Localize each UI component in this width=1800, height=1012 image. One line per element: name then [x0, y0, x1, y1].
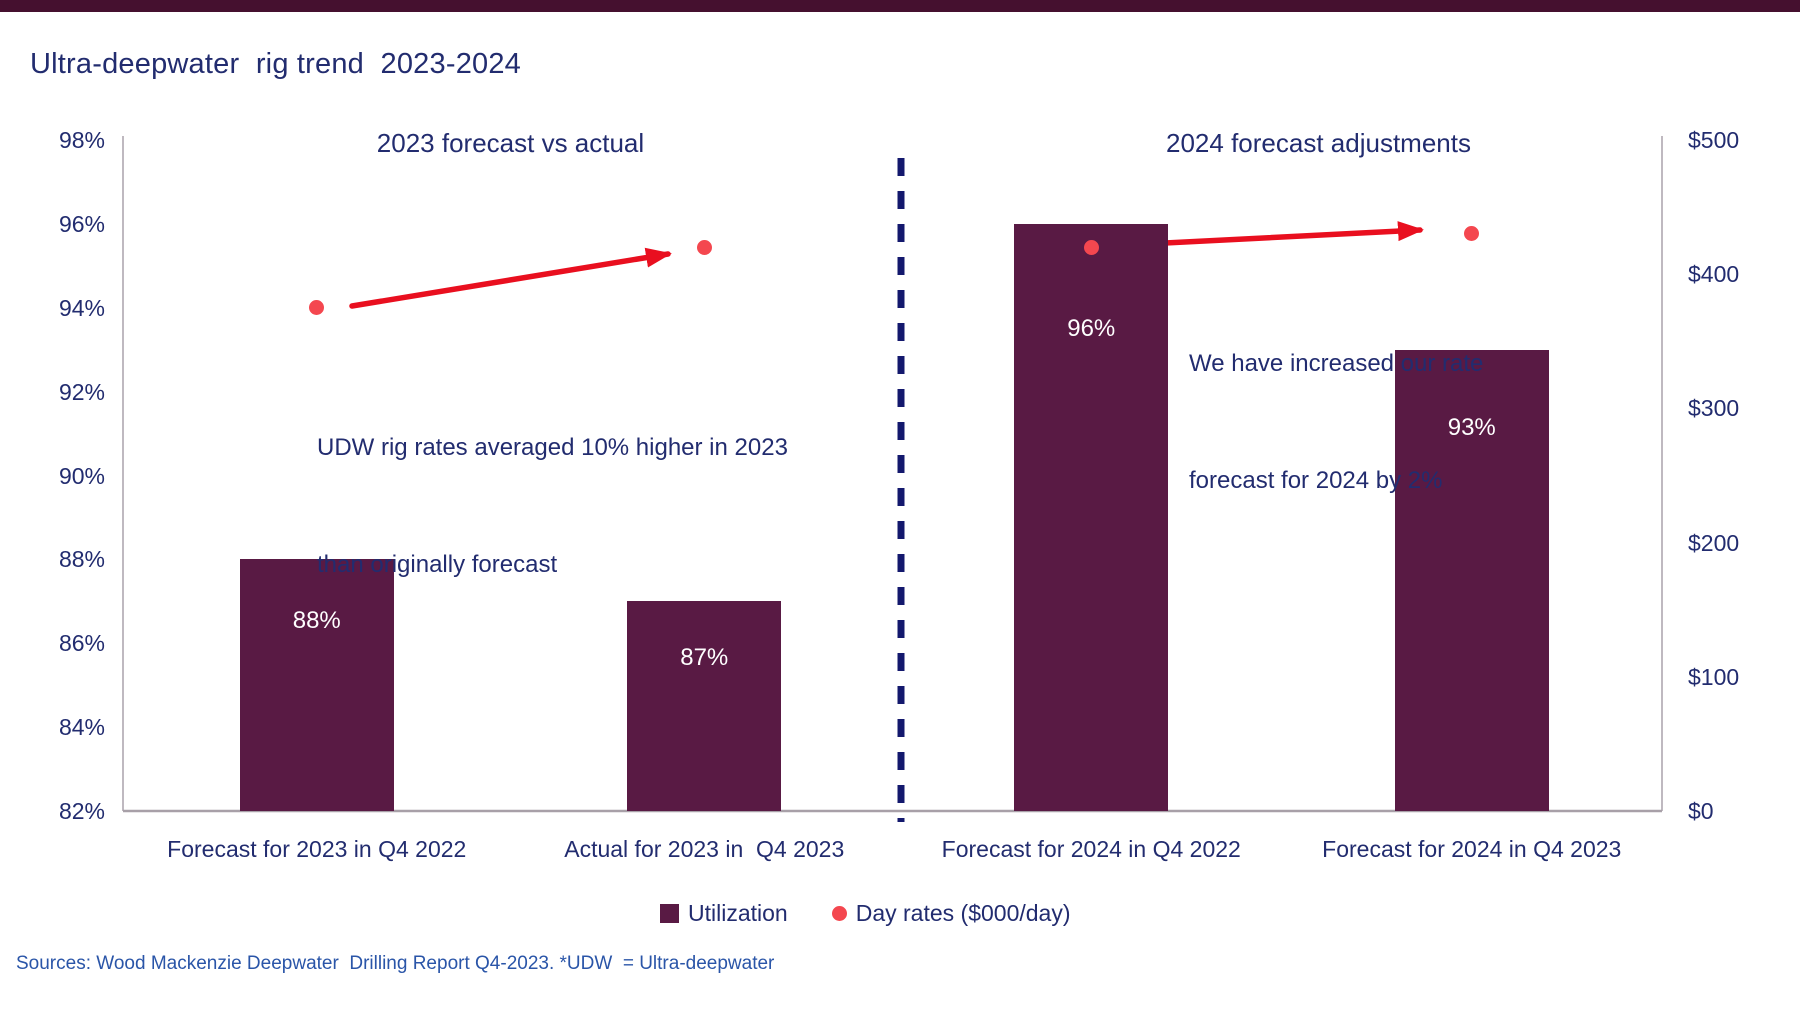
left-axis-tick-82: 82%: [58, 798, 105, 824]
right-axis-tick-200: $200: [1688, 529, 1740, 556]
annotation-2023: UDW rig rates averaged 10% higher in 202…: [317, 350, 788, 662]
left-axis-tick-96: 96%: [58, 210, 105, 237]
right-axis-tick-300: $300: [1688, 395, 1740, 422]
annotation-2024-line2: forecast for 2024 by 2%: [1189, 467, 1443, 494]
day-rate-dot-icon: [831, 906, 847, 921]
left-axis-tick-90: 90%: [58, 462, 105, 489]
category-label-1: Actual for 2023 in Q4 2023: [564, 836, 845, 862]
source-note: Sources: Wood Mackenzie Deepwater Drilli…: [16, 953, 775, 974]
day-rate-dot-3: [1464, 226, 1480, 242]
category-label-3: Forecast for 2024 in Q4 2023: [1322, 836, 1622, 862]
legend-label-utilization: Utilization: [688, 900, 788, 926]
right-axis-tick-0: $0: [1688, 798, 1714, 824]
left-axis-tick-88: 88%: [58, 546, 105, 573]
legend-label-day-rates: Day rates ($000/day): [855, 900, 1071, 926]
rate-increase-arrow-2023: [349, 247, 672, 309]
bar-value-label-3: 93%: [1447, 413, 1496, 441]
day-rate-dot-0: [309, 300, 325, 316]
panel-title-2023: 2023 forecast vs actual: [376, 128, 645, 158]
right-axis-tick-500: $500: [1688, 127, 1740, 153]
bar-value-label-2: 96%: [1067, 314, 1116, 342]
page-title: Ultra-deepwater rig trend 2023-2024: [30, 48, 522, 80]
legend: Utilization Day rates ($000/day): [660, 900, 1071, 927]
legend-item-utilization: Utilization: [660, 900, 788, 927]
left-axis-tick-98: 98%: [58, 127, 105, 153]
utilization-bar-2: [1014, 223, 1169, 811]
annotation-2024: We have increased our rate forecast for …: [1189, 266, 1483, 578]
legend-item-day-rates: Day rates ($000/day): [831, 900, 1071, 927]
day-rate-dot-2: [1083, 239, 1099, 255]
bar-value-label-0: 88%: [292, 607, 341, 635]
day-rate-dot-1: [696, 239, 712, 255]
category-label-2: Forecast for 2024 in Q4 2022: [941, 836, 1241, 862]
annotation-2024-line1: We have increased our rate: [1189, 350, 1484, 377]
right-axis-tick-100: $100: [1688, 663, 1740, 690]
utilization-bar-3: [1394, 349, 1549, 811]
utilization-square-icon: [660, 904, 679, 923]
left-axis-tick-86: 86%: [58, 630, 105, 657]
utilization-bar-0: [239, 559, 394, 811]
top-accent-bar: [0, 0, 1800, 12]
rate-increase-arrow-2024: [1122, 221, 1424, 248]
annotation-2023-line2: than originally forecast: [317, 551, 558, 578]
left-axis-tick-84: 84%: [58, 714, 105, 741]
right-axis-tick-400: $400: [1688, 261, 1740, 288]
bar-value-label-1: 87%: [680, 644, 729, 672]
left-axis-tick-94: 94%: [58, 294, 105, 321]
panel-title-2024: 2024 forecast adjustments: [1166, 128, 1471, 158]
category-label-0: Forecast for 2023 in Q4 2022: [167, 836, 467, 862]
left-axis-tick-92: 92%: [58, 378, 105, 405]
annotation-2023-line1: UDW rig rates averaged 10% higher in 202…: [317, 434, 788, 461]
utilization-bar-1: [627, 601, 782, 811]
